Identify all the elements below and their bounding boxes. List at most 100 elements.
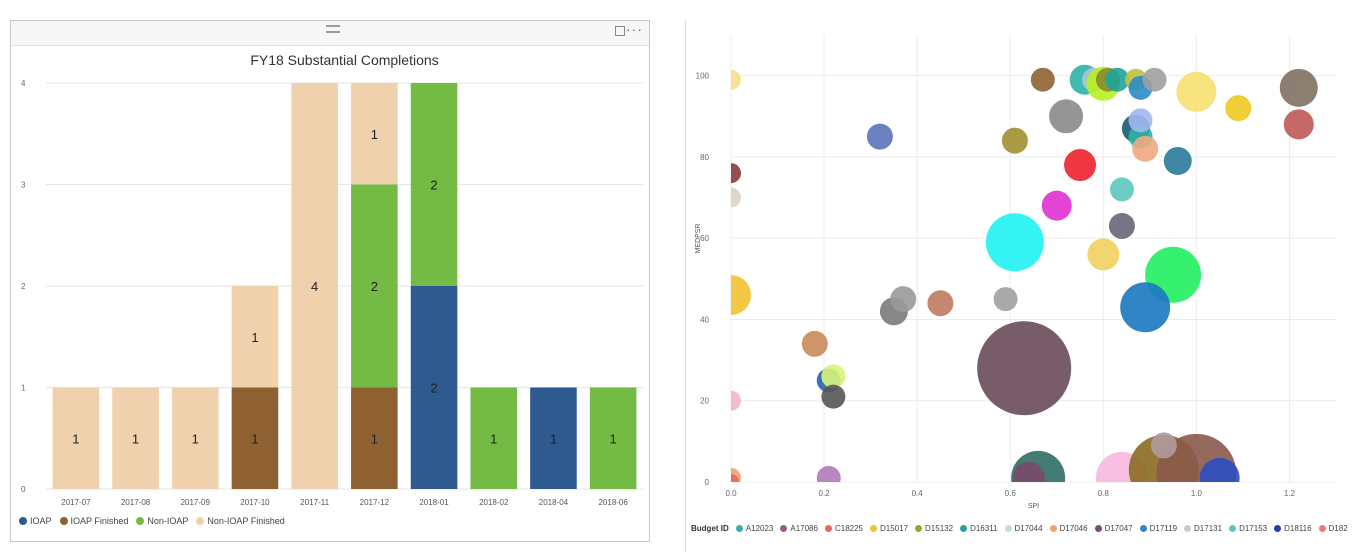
legend-label: D17046 — [1059, 524, 1088, 533]
legend-label: D182 — [1328, 524, 1348, 533]
legend-item[interactable]: D17131 — [1184, 524, 1222, 533]
data-label: 2 — [371, 279, 378, 294]
x-tick-label: 2017-11 — [300, 498, 329, 507]
scatter-chart-plot: 0 20 40 60 80 100 0.0 0.2 0.4 0.6 0.8 1.0 1.2 SPI MEDP… — [695, 35, 1336, 510]
legend-label: D17119 — [1149, 524, 1178, 533]
legend-marker — [196, 517, 205, 525]
bar-segment — [589, 387, 637, 489]
bubble-point — [1001, 127, 1028, 154]
y-tick-label: 1 — [21, 384, 26, 393]
legend-marker — [735, 525, 743, 532]
bubble-point — [1132, 135, 1159, 162]
data-label: 1 — [72, 431, 79, 446]
y-tick-label: 0 — [705, 478, 710, 487]
legend-item[interactable]: A12023 — [735, 524, 773, 533]
bar-segment — [410, 286, 458, 489]
x-tick-label: 0.6 — [1005, 489, 1017, 498]
drag-handle-icon[interactable] — [326, 25, 340, 33]
legend-item[interactable]: Non-IOAP — [136, 516, 188, 526]
x-tick-label: 2018-02 — [479, 498, 509, 507]
legend-marker — [1004, 525, 1012, 532]
legend-item[interactable]: D18116 — [1274, 524, 1312, 533]
bar-segment — [112, 387, 159, 489]
bubble-point — [1012, 461, 1045, 482]
legend-label: IOAP — [30, 516, 52, 526]
legend-item[interactable]: D16311 — [960, 524, 998, 533]
bubble-point — [731, 474, 739, 482]
y-tick-label: 0 — [21, 485, 26, 494]
bubble-point — [1142, 67, 1167, 92]
bar-segment — [530, 387, 577, 489]
bubble-point — [731, 187, 741, 208]
bubble-point — [1049, 99, 1084, 134]
bar-segment — [231, 387, 279, 489]
bubble-point — [1163, 146, 1192, 175]
bubble-point — [1283, 109, 1314, 140]
legend-marker — [1184, 525, 1192, 532]
bubble-point — [1108, 212, 1135, 239]
scatter-chart-visual[interactable]: 0 20 40 60 80 100 0.0 0.2 0.4 0.6 0.8 1.0 1.2 SPI MEDP… — [685, 20, 1348, 552]
y-tick-label: 80 — [700, 153, 709, 162]
bar-chart-legend: IOAP IOAP Finished Non-IOAP Non-IOAP Finish… — [19, 516, 285, 526]
x-tick-label: 2018-01 — [419, 498, 449, 507]
legend-label: A17086 — [790, 524, 818, 533]
legend-item[interactable]: D17119 — [1139, 524, 1178, 533]
legend-marker — [960, 525, 968, 532]
legend-item[interactable]: C18225 — [824, 524, 863, 533]
legend-item[interactable]: D17047 — [1094, 524, 1133, 533]
legend-item[interactable]: D182 — [1318, 524, 1348, 533]
legend-item[interactable]: A17086 — [780, 524, 818, 533]
bubble-point — [1087, 238, 1120, 271]
legend-label: IOAP Finished — [70, 516, 129, 526]
bubble-point — [1109, 177, 1134, 202]
data-label: 2 — [430, 381, 437, 396]
y-tick-label: 4 — [21, 79, 26, 88]
visual-header: ··· — [11, 21, 649, 46]
bubble-point — [985, 213, 1044, 272]
legend-label: D17153 — [1239, 524, 1268, 533]
bubble-point — [1120, 282, 1171, 333]
legend-label: D16311 — [970, 524, 998, 533]
legend-marker — [1274, 525, 1282, 532]
data-label: 1 — [192, 431, 199, 446]
legend-item[interactable]: Non-IOAP Finished — [196, 516, 285, 526]
x-tick-label: 0.8 — [1098, 489, 1110, 498]
bubble-point — [821, 364, 846, 389]
legend-marker — [824, 525, 832, 532]
scatter-chart-legend: Budget ID A12023 A17086 C18225 D15017 D15132 D… — [691, 524, 1348, 533]
legend-item[interactable]: D15132 — [915, 524, 953, 533]
bubble-point — [731, 163, 741, 184]
focus-mode-icon[interactable] — [615, 26, 625, 36]
legend-item[interactable]: D17153 — [1229, 524, 1267, 533]
bubble-point — [731, 275, 751, 316]
bar-chart-visual[interactable]: ··· FY18 Substantial Completions 0 1 2 3 4 1 20… — [10, 20, 650, 542]
bubble-point — [1030, 67, 1055, 92]
bubble-point — [1279, 68, 1318, 107]
more-options-icon[interactable]: ··· — [626, 21, 643, 37]
data-label: 2 — [430, 178, 437, 193]
legend-item[interactable]: D17046 — [1049, 524, 1088, 533]
x-axis-title: SPI — [1028, 503, 1039, 510]
bubble-point — [866, 123, 893, 150]
x-tick-label: 1.0 — [1191, 489, 1203, 498]
x-tick-label: 0.2 — [819, 489, 831, 498]
bubble-point — [1225, 95, 1252, 122]
data-label: 1 — [251, 330, 258, 345]
legend-item[interactable]: IOAP Finished — [59, 516, 129, 526]
legend-item[interactable]: IOAP — [19, 516, 52, 526]
bar-segment — [351, 83, 398, 185]
legend-item[interactable]: D15017 — [870, 524, 908, 533]
legend-label: Non-IOAP — [147, 516, 189, 526]
bar-segment — [52, 387, 100, 489]
bar-segment — [231, 286, 279, 388]
bubble-point — [1150, 432, 1177, 459]
legend-label: D15017 — [880, 524, 909, 533]
legend-label: C18225 — [834, 524, 863, 533]
bar-segment — [351, 184, 398, 388]
data-label: 1 — [490, 431, 497, 446]
legend-item[interactable]: D17044 — [1004, 524, 1043, 533]
data-label: 1 — [550, 431, 557, 446]
data-label: 4 — [311, 279, 318, 294]
x-tick-label: 2018-04 — [539, 498, 569, 507]
y-tick-label: 40 — [700, 315, 709, 324]
